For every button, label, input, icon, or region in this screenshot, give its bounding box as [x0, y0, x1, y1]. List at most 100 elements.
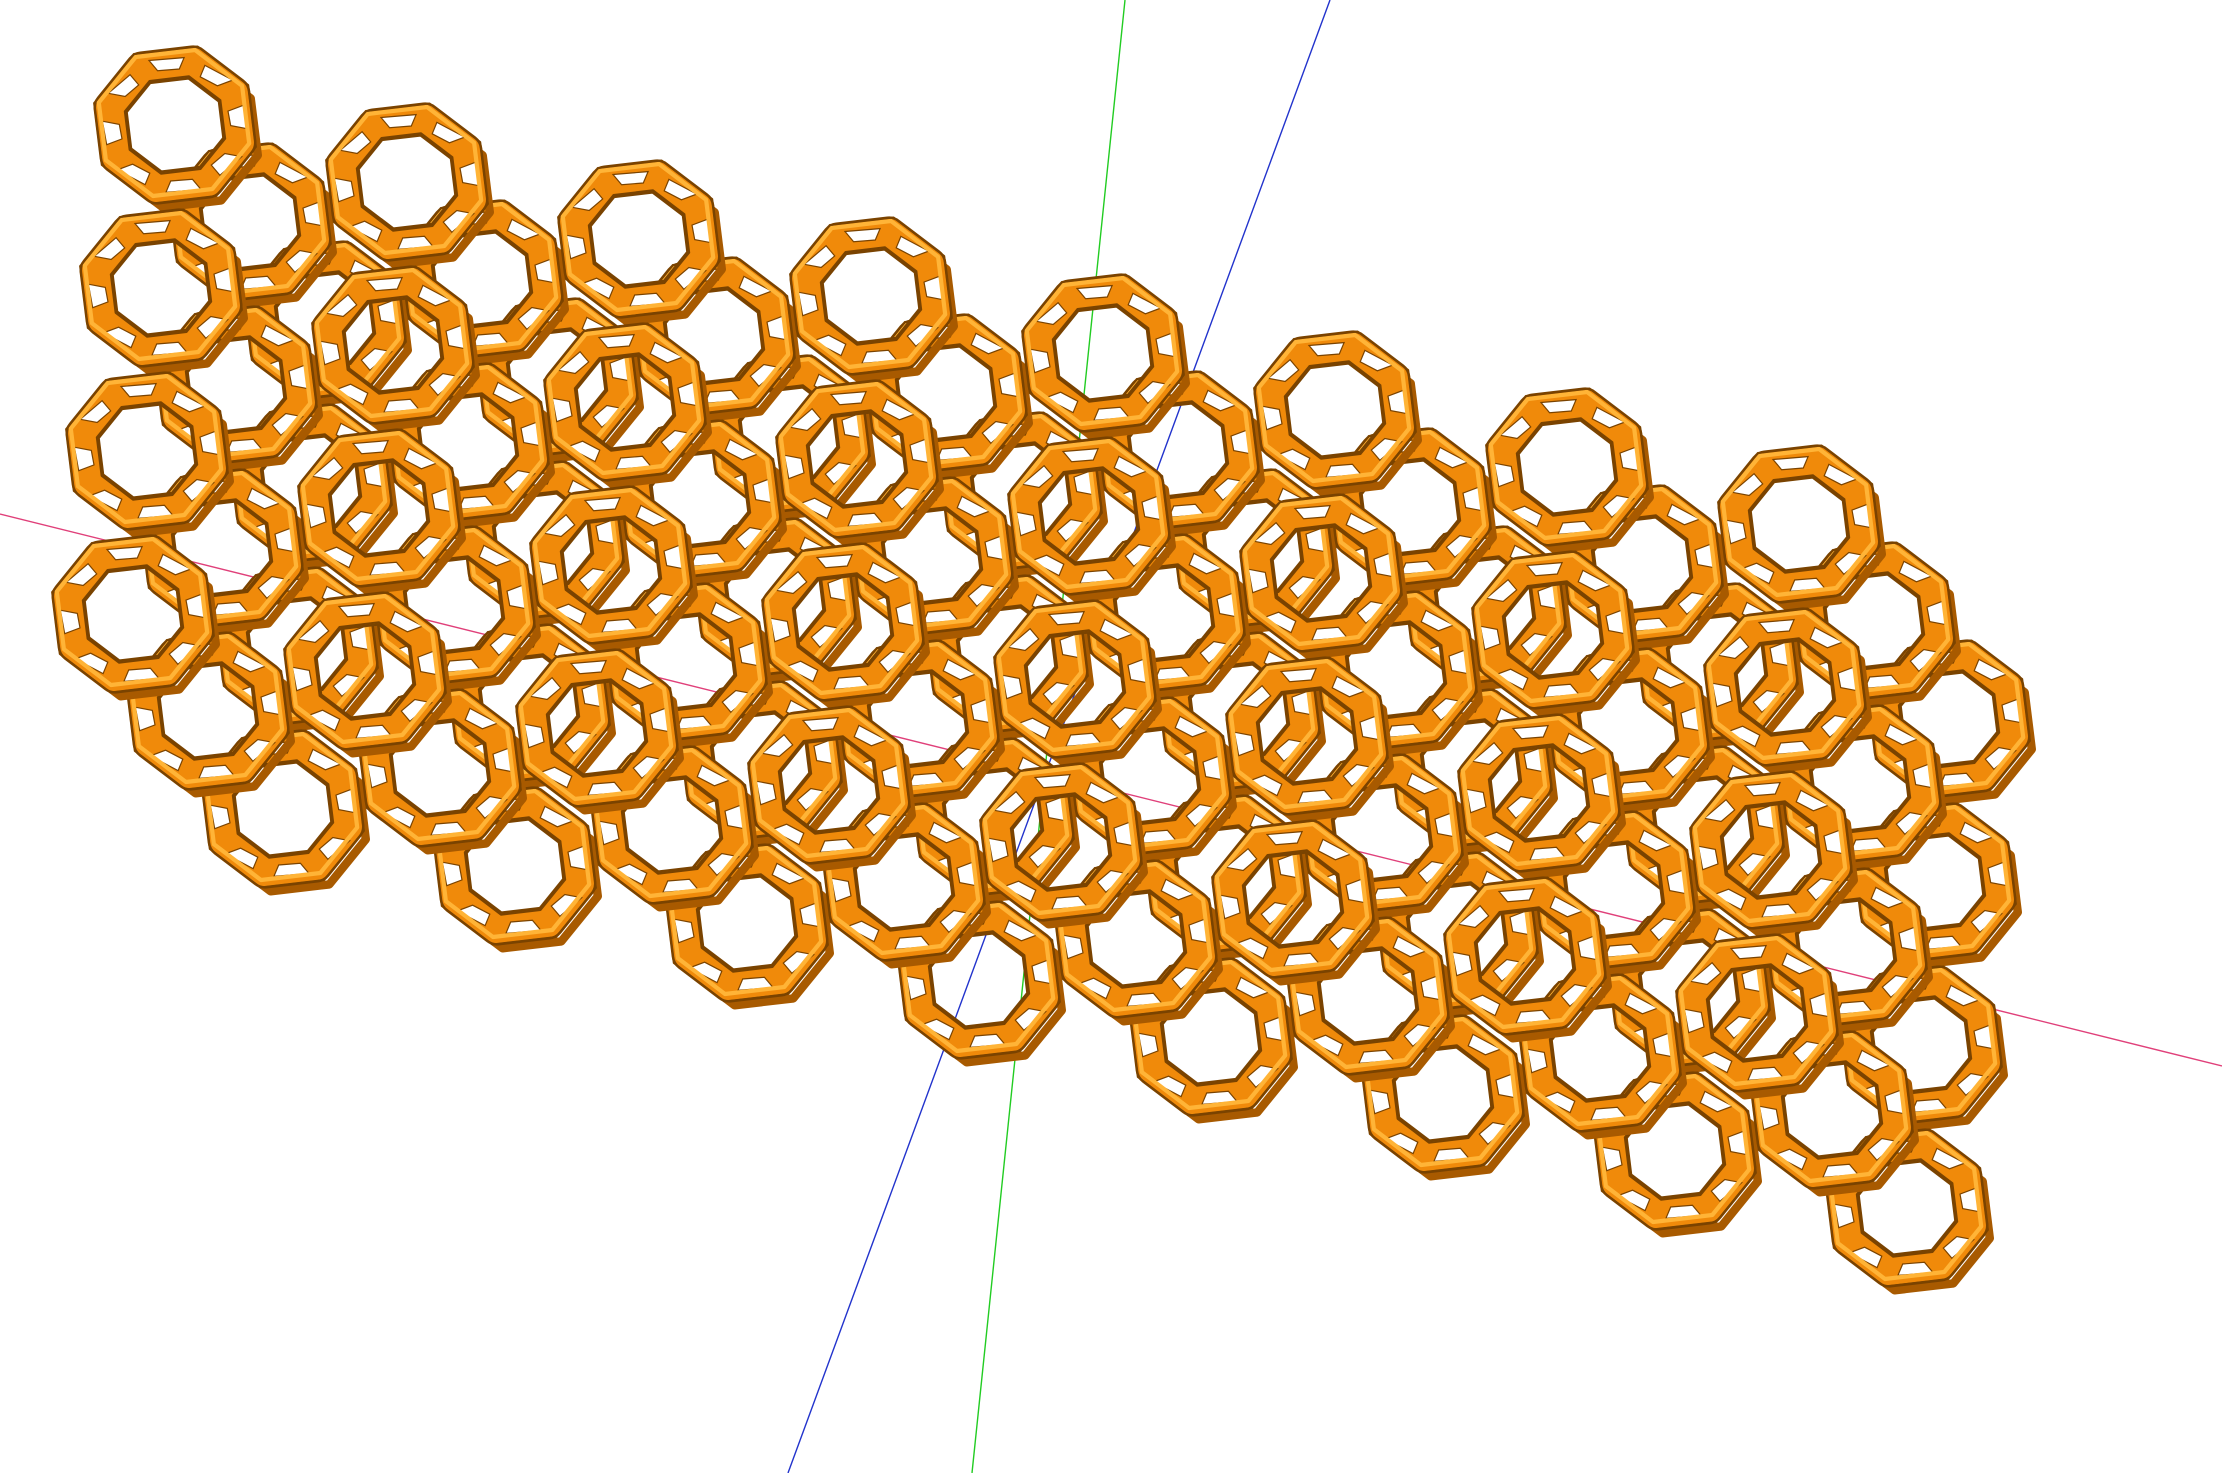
lattice-cell [789, 216, 958, 383]
cell-inner-edge [170, 498, 274, 598]
cell-outer-edge [1703, 607, 1867, 767]
strut-window [1406, 772, 1442, 795]
cell-outer-edge [1225, 656, 1389, 816]
cell-inner-edge [1576, 677, 1680, 777]
cell-outer-edge [1485, 387, 1649, 547]
cell-inner-edge [198, 172, 302, 272]
cell-outer-edge [1211, 819, 1375, 979]
strut-window [1238, 684, 1272, 709]
strut-window [895, 235, 931, 258]
strut-window [528, 676, 562, 701]
cell-inner-edge [819, 246, 923, 346]
cell-inner-edge [1241, 849, 1345, 949]
cell-inner-edge [1269, 523, 1373, 623]
strut-window [1809, 626, 1845, 649]
strut-window [106, 73, 140, 98]
strut-window [1033, 773, 1072, 789]
lattice-cell [1253, 330, 1423, 497]
lattice-cell [51, 534, 221, 701]
strut-window [1898, 560, 1934, 583]
cell-inner-edge [313, 621, 417, 721]
strut-window [1729, 944, 1768, 960]
cell-outer-edge [1457, 713, 1621, 873]
strut-window [185, 227, 221, 250]
strut-window [1003, 919, 1039, 942]
strut-window [663, 178, 699, 201]
cell-outer-edge [1471, 550, 1635, 710]
strut-window [611, 170, 650, 186]
cell-inner-edge [388, 718, 492, 818]
cell-inner-edge [184, 335, 288, 435]
strut-window [1470, 741, 1504, 766]
strut-window [1085, 781, 1121, 804]
strut-window [1563, 732, 1599, 755]
strut-window [649, 341, 685, 364]
cell-inner-edge [1623, 1101, 1727, 1201]
cell-inner-edge [1159, 987, 1263, 1087]
strut-window [232, 650, 268, 673]
cell-inner-edge [573, 352, 677, 452]
strut-window [1099, 618, 1135, 641]
strut-window [1757, 618, 1796, 634]
cell-inner-edge [1391, 1044, 1495, 1144]
strut-window [853, 724, 889, 747]
cell-outer-edge [311, 265, 475, 425]
lattice-cell [79, 208, 249, 375]
strut-window [774, 570, 808, 595]
strut-window [1666, 503, 1702, 526]
lattice-cell [1675, 933, 1845, 1100]
cell-outer-edge [979, 762, 1143, 922]
cell-inner-edge [81, 564, 185, 664]
cell-highlight-outer [750, 707, 906, 859]
strut-window [788, 407, 822, 432]
strut-window [1591, 406, 1627, 429]
cell-inner-edge [1515, 417, 1619, 517]
lattice-cell [775, 379, 944, 546]
strut-window [1252, 521, 1286, 546]
strut-window [157, 553, 193, 576]
strut-window [829, 390, 868, 406]
strut-window [1467, 1033, 1503, 1056]
cell-outer-edge [543, 322, 707, 482]
cell-outer-edge [79, 208, 243, 368]
cell-inner-edge [866, 669, 970, 769]
cell-inner-edge [852, 832, 956, 932]
strut-window [1931, 1147, 1967, 1170]
strut-window [307, 748, 343, 771]
cell-inner-edge [1897, 669, 2001, 769]
lattice-cell [529, 485, 698, 652]
cell-inner-edge [1084, 889, 1188, 989]
strut-window [1235, 976, 1271, 999]
strut-window [1331, 675, 1367, 698]
lattice-cell [1007, 436, 1177, 603]
cell-highlight-outer [792, 218, 948, 370]
cell-outer-edge [1239, 493, 1403, 653]
cell-highlight-outer [82, 210, 238, 362]
strut-window [337, 602, 376, 618]
strut-window [1638, 829, 1674, 852]
strut-window [296, 619, 330, 644]
cell-inner-edge [777, 735, 881, 835]
lattice-cell [1211, 819, 1381, 986]
lattice-group [51, 45, 2037, 1295]
strut-window [1699, 1090, 1735, 1113]
strut-window [738, 275, 774, 298]
lattice-cell [65, 371, 235, 538]
strut-window [1113, 455, 1149, 478]
lattice-cell [1471, 550, 1641, 717]
strut-window [1265, 830, 1304, 846]
strut-window [1577, 569, 1613, 592]
lattice-cell [515, 648, 684, 815]
cell-highlight-outer [1706, 609, 1862, 761]
cell-inner-edge [416, 392, 520, 492]
lattice-cell [979, 762, 1149, 929]
cell-highlight-outer [1256, 332, 1412, 484]
cell-inner-edge [1358, 457, 1462, 557]
cell-inner-edge [791, 572, 895, 672]
cell-inner-edge [341, 295, 445, 395]
strut-window [246, 487, 282, 510]
lattice-cell [543, 322, 712, 489]
cell-highlight-outer [1474, 552, 1630, 704]
